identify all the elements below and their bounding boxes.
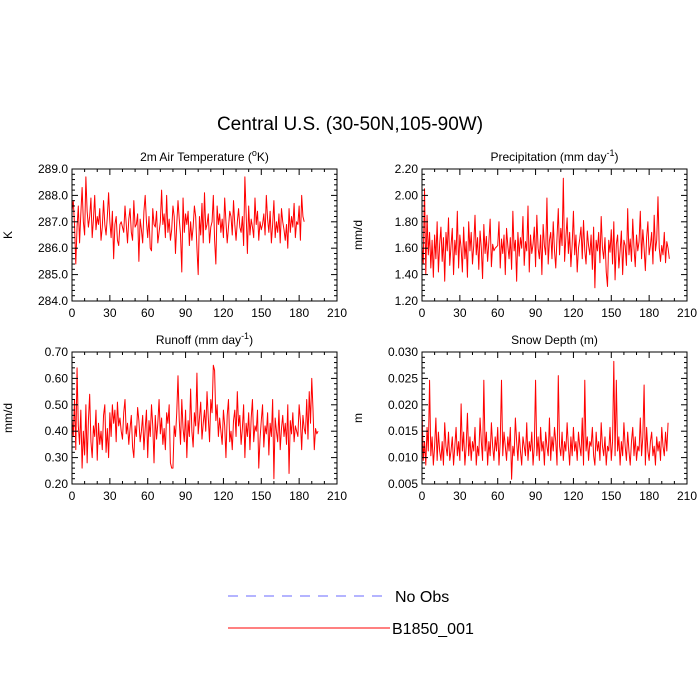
- x-tick-label: 120: [213, 306, 233, 320]
- y-axis-label: mm/d: [1, 403, 15, 433]
- plot-frame: [71, 168, 338, 302]
- y-tick-label: 2.20: [395, 162, 419, 176]
- panel-title-tail: K): [257, 150, 269, 164]
- x-tick-label: 60: [491, 306, 505, 320]
- panel-1: 0 30 60 90 120 150 180 210 284.0 285.0 286.0 287.0 2…: [1, 148, 347, 320]
- y-tick-label: 0.020: [388, 398, 418, 412]
- y-tick-label: 0.005: [388, 477, 418, 491]
- panel-3: 0 30 60 90 120 150 180 210 0.20 0.30 0.40 0.50 0.60 0…: [1, 331, 347, 503]
- x-tick-label: 30: [103, 306, 117, 320]
- series-line-1: [71, 176, 305, 276]
- y-axis-label: mm/d: [351, 220, 365, 250]
- panel-title: Snow Depth (m): [511, 333, 598, 347]
- panel-title-superscript: o: [252, 148, 257, 158]
- y-tick-label: 0.030: [388, 345, 418, 359]
- plot-frame: [421, 168, 688, 302]
- x-tick-label: 90: [529, 489, 543, 503]
- x-tick-label: 180: [289, 489, 309, 503]
- panel-4: 0 30 60 90 120 150 180 210 0.005 0.010 0.015 0.020 0…: [351, 333, 697, 503]
- x-tick-label: 30: [453, 489, 467, 503]
- panel-title: Precipitation (mm day-1): [490, 148, 618, 164]
- x-tick-label: 210: [327, 489, 347, 503]
- x-tick-label: 120: [213, 489, 233, 503]
- y-tick-label: 0.70: [45, 345, 69, 359]
- x-tick-label: 210: [677, 489, 697, 503]
- y-tick-label: 288.0: [38, 188, 68, 202]
- x-tick-label: 180: [639, 489, 659, 503]
- x-tick-label: 30: [453, 306, 467, 320]
- x-tick-label: 180: [289, 306, 309, 320]
- x-tick-label: 150: [251, 306, 271, 320]
- x-tick-label: 120: [563, 489, 583, 503]
- x-tick-label: 0: [69, 489, 76, 503]
- x-tick-label: 150: [251, 489, 271, 503]
- y-tick-label: 0.010: [388, 451, 418, 465]
- panel-title-main: Precipitation (mm day: [490, 150, 606, 164]
- y-tick-label: 1.20: [395, 294, 419, 308]
- y-axis-label: K: [1, 231, 15, 239]
- y-tick-label: 0.60: [45, 371, 69, 385]
- y-tick-label: 284.0: [38, 294, 68, 308]
- y-tick-label: 0.20: [45, 477, 69, 491]
- legend-label-model: B1850_001: [392, 621, 474, 638]
- series-line-1: [71, 364, 319, 480]
- y-tick-label: 286.0: [38, 241, 68, 255]
- panel-title-main: 2m Air Temperature (: [140, 150, 252, 164]
- x-tick-label: 90: [529, 306, 543, 320]
- y-tick-label: 287.0: [38, 215, 68, 229]
- panel-title-main: Runoff (mm day: [156, 333, 241, 347]
- panel-title: Runoff (mm day-1): [156, 331, 253, 347]
- y-tick-label: 285.0: [38, 268, 68, 282]
- x-tick-label: 210: [677, 306, 697, 320]
- y-tick-label: 0.50: [45, 398, 69, 412]
- y-tick-label: 289.0: [38, 162, 68, 176]
- series-line-1: [421, 177, 670, 289]
- x-tick-label: 60: [141, 489, 155, 503]
- y-axis-label: m: [351, 413, 365, 423]
- x-tick-label: 150: [601, 306, 621, 320]
- plot-frame: [421, 351, 688, 485]
- y-tick-label: 0.025: [388, 371, 418, 385]
- legend: No Obs B1850_001: [228, 589, 474, 638]
- x-tick-label: 60: [491, 489, 505, 503]
- y-tick-label: 1.60: [395, 241, 419, 255]
- x-tick-label: 90: [179, 489, 193, 503]
- y-tick-label: 1.40: [395, 268, 419, 282]
- legend-label-obs: No Obs: [395, 589, 449, 606]
- figure-title: Central U.S. (30-50N,105-90W): [216, 114, 484, 135]
- panel-title-main: Snow Depth (m): [511, 333, 598, 347]
- y-tick-label: 0.40: [45, 424, 69, 438]
- plot-frame: [71, 351, 338, 485]
- panel-title-tail: ): [615, 150, 619, 164]
- series-line-1: [421, 360, 669, 480]
- x-tick-label: 210: [327, 306, 347, 320]
- y-tick-label: 2.00: [395, 188, 419, 202]
- panel-title: 2m Air Temperature (oK): [140, 148, 269, 164]
- panel-title-tail: ): [249, 333, 253, 347]
- y-tick-label: 0.015: [388, 424, 418, 438]
- x-tick-label: 180: [639, 306, 659, 320]
- panel-title-superscript: -1: [607, 148, 615, 158]
- x-tick-label: 0: [69, 306, 76, 320]
- y-tick-label: 1.80: [395, 215, 419, 229]
- y-tick-label: 0.30: [45, 451, 69, 465]
- x-tick-label: 0: [419, 306, 426, 320]
- panel-2: 0 30 60 90 120 150 180 210 1.20 1.40 1.60 1.80 2.00 2…: [351, 148, 697, 320]
- x-tick-label: 90: [179, 306, 193, 320]
- x-tick-label: 60: [141, 306, 155, 320]
- x-tick-label: 30: [103, 489, 117, 503]
- x-tick-label: 150: [601, 489, 621, 503]
- x-tick-label: 120: [563, 306, 583, 320]
- panel-title-superscript: -1: [241, 331, 249, 341]
- x-tick-label: 0: [419, 489, 426, 503]
